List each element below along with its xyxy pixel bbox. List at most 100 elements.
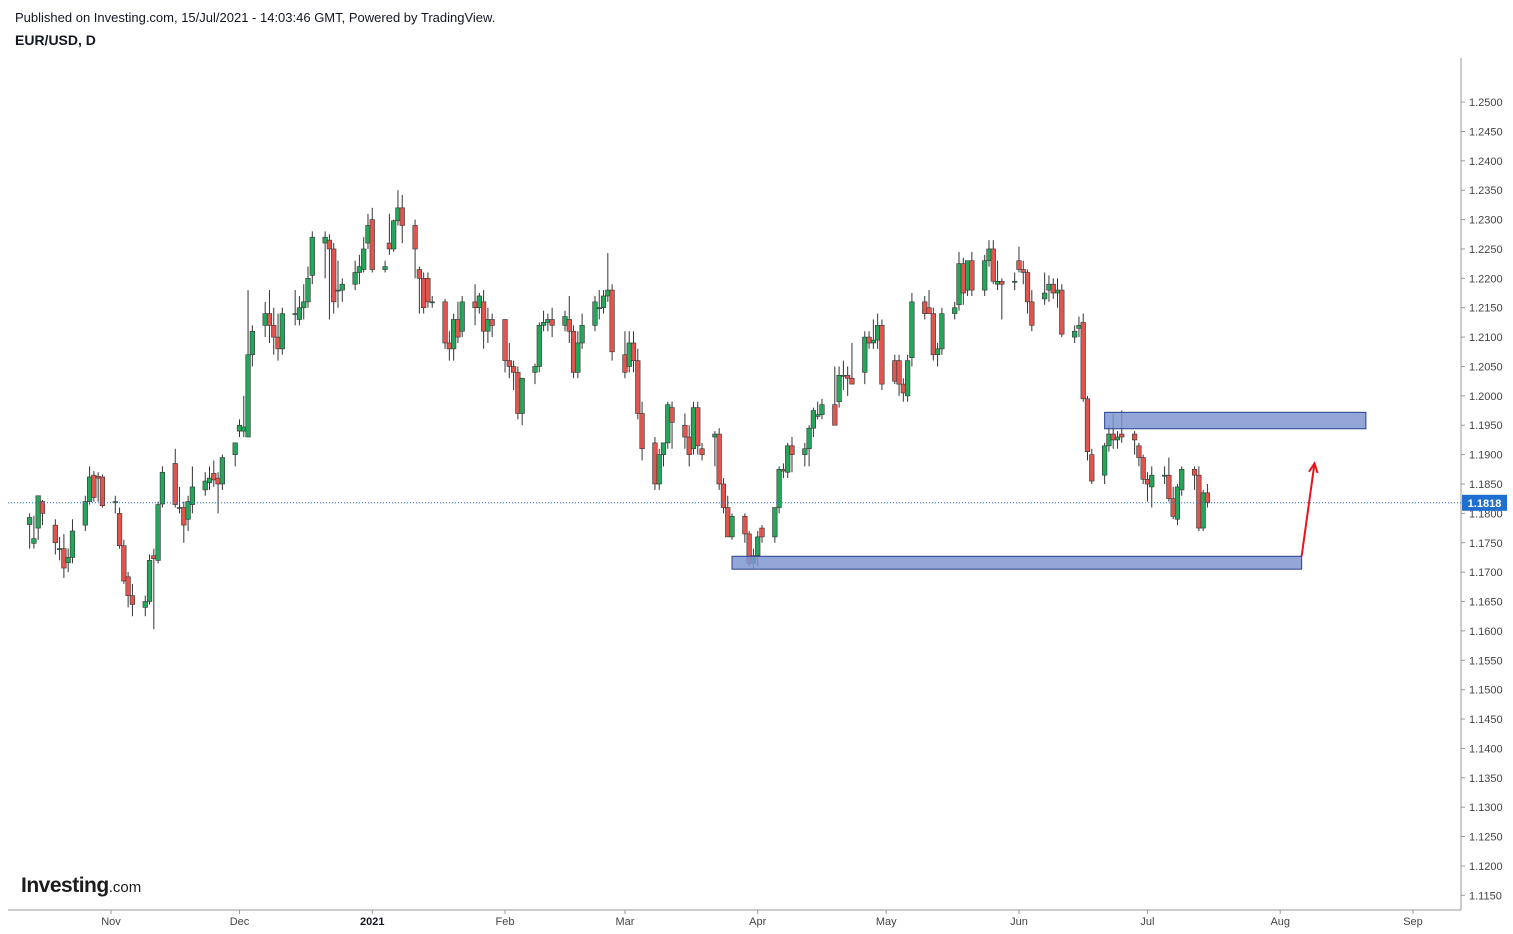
candle [361, 237, 367, 273]
candle-body-up [952, 307, 958, 314]
x-tick-label: Sep [1403, 916, 1423, 928]
candle-body-up [202, 480, 208, 491]
candle [382, 260, 388, 273]
candle [836, 366, 842, 408]
candle-body-down [630, 342, 637, 361]
candle-body-up [35, 495, 41, 529]
candle [91, 471, 97, 502]
candle-body-up [712, 433, 718, 438]
candle-body-down [695, 407, 701, 447]
candle-body-down [1132, 433, 1138, 441]
arrow-shaft [1300, 463, 1316, 557]
candle-body-up [905, 360, 911, 397]
candle [86, 466, 93, 505]
candle [909, 293, 915, 367]
candle [660, 442, 667, 467]
investing-logo[interactable]: Investing.com [21, 874, 141, 898]
candle [481, 290, 487, 349]
published-caption: Published on Investing.com, 15/Jul/2021 … [15, 10, 496, 25]
y-tick-label: 1.2300 [1469, 215, 1503, 227]
candle-body-up [356, 266, 363, 273]
candle [82, 495, 88, 532]
candle [669, 401, 675, 449]
candle-body-up [909, 301, 915, 358]
candle [652, 436, 658, 490]
candle [1174, 484, 1181, 526]
candle [635, 348, 641, 420]
candle [905, 354, 911, 402]
candle [185, 495, 191, 532]
candle-body-up [982, 260, 988, 291]
x-tick-label: Aug [1270, 916, 1290, 928]
x-tick-label: Nov [101, 916, 121, 928]
candle-body-up [840, 374, 846, 377]
candle [845, 366, 851, 396]
candle-body-down [39, 501, 46, 514]
candle-body-up [806, 427, 812, 450]
candle-body-up [1054, 289, 1061, 294]
candle [575, 331, 581, 379]
candle-body-up [592, 301, 598, 326]
y-tick-label: 1.1200 [1469, 861, 1503, 873]
candle-body-up [31, 538, 37, 544]
candle-body-up [994, 280, 1001, 285]
candle-body-up [934, 348, 941, 356]
candle-body-up [1149, 474, 1155, 488]
candle-body-down [780, 469, 787, 472]
candle-body-down [930, 313, 936, 356]
candle-body-up [146, 560, 153, 602]
candle-body-up [451, 319, 457, 350]
candle-body-down [1016, 260, 1022, 270]
candle [1200, 489, 1206, 532]
candle-body-down [271, 325, 277, 338]
candle [866, 331, 872, 349]
candle [459, 295, 465, 338]
y-tick-label: 1.2050 [1469, 361, 1503, 373]
candle [176, 486, 183, 514]
candle-body-down [622, 354, 628, 373]
candle [699, 442, 705, 461]
candle [1166, 457, 1172, 502]
candle [472, 284, 478, 326]
candle [99, 474, 106, 508]
candle-body-up [232, 442, 238, 455]
candle [596, 290, 602, 320]
candle-body-down [922, 301, 928, 314]
candle [125, 572, 131, 608]
candle [279, 307, 285, 355]
candle [515, 366, 521, 420]
candle-body-up [755, 536, 761, 556]
candle-body-up [870, 339, 876, 344]
candle-body-up [159, 471, 165, 505]
candle [896, 354, 902, 396]
y-tick-label: 1.1800 [1469, 508, 1503, 520]
x-tick-label: Apr [749, 916, 766, 928]
candle [476, 293, 482, 314]
candle-body-down [566, 319, 572, 332]
candle [386, 213, 392, 255]
candle-body-down [326, 239, 333, 250]
candle-body-up [249, 330, 255, 356]
candle [630, 331, 637, 373]
candle-body-up [309, 236, 315, 276]
candle-body-down [639, 413, 645, 450]
candle [1059, 284, 1065, 338]
candle-body-down [215, 477, 221, 485]
y-tick-label: 1.1450 [1469, 714, 1503, 726]
candle-body-up [665, 404, 671, 444]
current-price-layer: 1.1818 [8, 494, 1507, 511]
candle-body-down [266, 313, 273, 326]
candle [485, 307, 491, 343]
candle-body-up [540, 322, 547, 326]
annotations-layer [731, 411, 1367, 570]
candle [849, 342, 855, 385]
candle [1144, 472, 1151, 502]
candle-body-up [322, 236, 328, 244]
candle [249, 325, 255, 367]
candle [639, 401, 645, 461]
candle [960, 257, 966, 305]
candle [536, 322, 542, 373]
candle [296, 295, 303, 326]
candle-body-up [1072, 330, 1078, 338]
